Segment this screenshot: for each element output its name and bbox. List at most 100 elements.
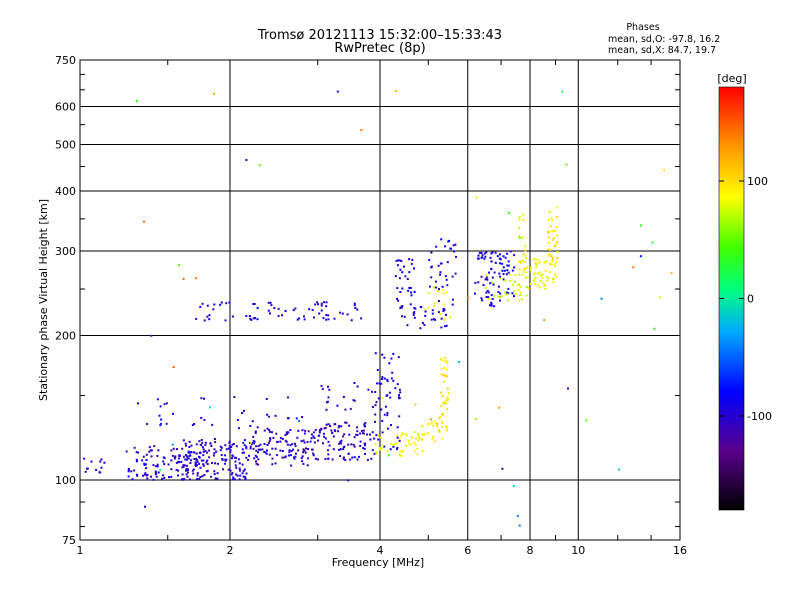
data-point (256, 318, 259, 321)
data-point (485, 296, 488, 298)
data-point (483, 252, 486, 255)
data-point (547, 241, 550, 244)
data-point (146, 473, 149, 476)
data-point (219, 303, 222, 306)
data-point (182, 455, 185, 458)
data-point (437, 264, 440, 267)
y-tick-label: 300 (55, 245, 76, 258)
data-point (491, 281, 494, 284)
data-point (328, 388, 331, 391)
data-point (410, 436, 413, 439)
data-point (159, 469, 162, 472)
x-tick-label: 4 (377, 544, 384, 557)
data-point (392, 445, 395, 448)
data-point (377, 434, 380, 437)
data-point (177, 460, 180, 463)
data-point (431, 312, 434, 315)
x-tick-label: 16 (673, 544, 687, 557)
data-point (441, 412, 444, 415)
data-point (499, 299, 501, 302)
data-point (352, 399, 355, 402)
data-point (618, 468, 621, 471)
data-point (550, 230, 553, 233)
data-point (446, 396, 449, 399)
data-point (547, 248, 550, 251)
data-point (199, 305, 202, 308)
data-point (163, 457, 166, 460)
data-point (445, 313, 447, 316)
data-point (414, 403, 417, 406)
data-point (287, 417, 290, 420)
data-point (484, 286, 487, 289)
data-point (136, 402, 139, 405)
data-point (145, 463, 147, 466)
data-point (408, 439, 411, 442)
data-point (249, 445, 252, 448)
data-point (493, 305, 496, 308)
data-point (350, 443, 353, 446)
data-point (518, 215, 521, 218)
data-point (312, 452, 315, 455)
data-point (297, 449, 300, 452)
data-point (253, 303, 256, 305)
data-point (520, 273, 523, 276)
data-point (195, 443, 198, 446)
data-point (485, 274, 488, 277)
data-point (249, 441, 251, 444)
data-point (301, 455, 304, 458)
data-point (556, 251, 559, 253)
data-point (284, 439, 287, 442)
data-point (266, 449, 268, 452)
data-point (225, 302, 228, 305)
data-point (142, 474, 144, 477)
data-point (330, 429, 333, 432)
data-point (527, 287, 530, 290)
data-point (418, 435, 421, 438)
data-point (412, 313, 415, 316)
data-point (255, 449, 258, 452)
data-point (500, 295, 503, 298)
data-point (535, 263, 538, 266)
data-point (490, 304, 493, 307)
data-point (214, 462, 217, 465)
data-point (367, 388, 370, 391)
data-point (534, 261, 537, 264)
data-point (362, 447, 365, 450)
data-point (430, 276, 433, 279)
data-point (386, 378, 389, 381)
data-point (268, 430, 271, 433)
data-point (271, 457, 274, 460)
data-point (268, 440, 271, 442)
data-point (513, 254, 516, 257)
data-point (203, 319, 206, 322)
data-point (451, 303, 454, 306)
data-point (331, 431, 334, 434)
data-point (242, 470, 245, 473)
data-point (201, 441, 204, 444)
data-point (266, 427, 269, 430)
data-point (434, 318, 437, 321)
data-point (339, 440, 342, 443)
data-point (293, 457, 296, 460)
data-point (499, 262, 501, 265)
data-point (517, 289, 520, 292)
data-point (363, 447, 366, 450)
data-point (327, 385, 329, 388)
data-point (154, 473, 157, 476)
data-point (178, 461, 181, 464)
data-point (428, 258, 431, 261)
data-point (400, 455, 403, 457)
data-point (144, 472, 147, 475)
data-point (279, 440, 282, 443)
data-point (399, 391, 402, 394)
data-point (353, 304, 356, 307)
data-point (533, 278, 536, 281)
data-point (374, 413, 377, 416)
data-point (401, 287, 404, 290)
data-point (188, 446, 191, 448)
data-point (163, 403, 166, 406)
data-point (446, 398, 449, 401)
data-point (320, 384, 323, 387)
data-point (160, 418, 163, 421)
data-point (199, 466, 202, 469)
